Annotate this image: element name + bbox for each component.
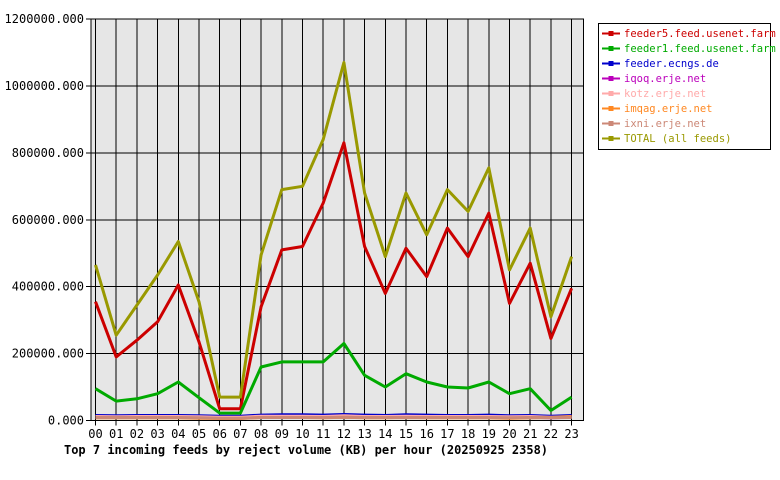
legend-point-marker xyxy=(608,61,614,66)
chart-title: Top 7 incoming feeds by reject volume (K… xyxy=(63,443,549,457)
legend-item: ixni.erje.net xyxy=(602,118,706,130)
legend-label: feeder1.feed.usenet.farm xyxy=(624,43,776,55)
y-tick-label: 200000.000 xyxy=(12,347,84,361)
legend-box xyxy=(598,23,771,150)
x-tick-label: 02 xyxy=(130,427,144,441)
x-tick-label: 16 xyxy=(419,427,433,441)
x-tick-label: 00 xyxy=(88,427,102,441)
legend-label: kotz.erje.net xyxy=(624,88,706,100)
x-tick-label: 01 xyxy=(109,427,123,441)
x-tick-label: 06 xyxy=(212,427,226,441)
x-tick-label: 09 xyxy=(275,427,289,441)
legend-point-marker xyxy=(608,106,614,111)
legend-item: TOTAL (all feeds) xyxy=(602,133,731,145)
legend-label: feeder.ecngs.de xyxy=(624,58,719,70)
legend-item: kotz.erje.net xyxy=(602,88,706,100)
legend-point-marker xyxy=(608,121,614,126)
x-tick-label: 19 xyxy=(482,427,496,441)
y-axis-labels: 0.000 200000.000 400000.000 600000.000 80000… xyxy=(5,12,84,428)
x-tick-label: 11 xyxy=(316,427,330,441)
series-line-ixni.erje.net xyxy=(95,415,572,420)
legend: feeder5.feed.usenet.farm feeder1.feed.use… xyxy=(598,23,776,150)
y-tick-label: 1000000.000 xyxy=(5,79,84,93)
x-tick-label: 20 xyxy=(502,427,516,441)
series-line-feeder1.feed.usenet.farm xyxy=(94,342,573,415)
y-tick-label: 1200000.000 xyxy=(5,12,84,26)
legend-point-marker xyxy=(608,136,614,141)
legend-label: imqag.erje.net xyxy=(624,103,713,115)
legend-item: feeder1.feed.usenet.farm xyxy=(602,43,776,55)
series-line-feeder5.feed.usenet.farm xyxy=(94,141,573,411)
x-tick-label: 22 xyxy=(544,427,558,441)
x-tick-label: 15 xyxy=(399,427,413,441)
x-tick-label: 23 xyxy=(564,427,578,441)
x-tick-label: 21 xyxy=(523,427,537,441)
legend-point-marker xyxy=(608,31,614,36)
legend-point-marker xyxy=(608,91,614,96)
legend-label: TOTAL (all feeds) xyxy=(624,133,731,145)
y-tick-label: 600000.000 xyxy=(12,213,84,227)
x-tick-label: 14 xyxy=(378,427,392,441)
legend-point-marker xyxy=(608,76,614,81)
x-tick-label: 17 xyxy=(440,427,454,441)
x-tick-label: 04 xyxy=(171,427,185,441)
x-tick-label: 08 xyxy=(254,427,268,441)
y-tick-label: 0.000 xyxy=(48,414,84,428)
x-tick-label: 13 xyxy=(357,427,371,441)
y-tick-label: 400000.000 xyxy=(12,280,84,294)
x-tick-label: 18 xyxy=(461,427,475,441)
legend-label: feeder5.feed.usenet.farm xyxy=(624,28,776,40)
x-tick-label: 05 xyxy=(192,427,206,441)
legend-item: feeder.ecngs.de xyxy=(602,58,719,70)
legend-label: ixni.erje.net xyxy=(624,118,706,130)
y-tick-label: 800000.000 xyxy=(12,146,84,160)
legend-item: feeder5.feed.usenet.farm xyxy=(602,28,776,40)
series-line-TOTAL (all feeds) xyxy=(94,61,574,399)
legend-point-marker xyxy=(608,46,614,51)
axis-ticks xyxy=(86,18,573,426)
x-tick-label: 07 xyxy=(233,427,247,441)
x-axis-labels: 00 01 02 03 04 05 06 07 08 09 10 11 12 13 14 15 16 17 18 19… xyxy=(88,427,579,441)
legend-item: imqag.erje.net xyxy=(602,103,713,115)
legend-item: iqoq.erje.net xyxy=(602,73,706,85)
x-tick-label: 12 xyxy=(337,427,351,441)
legend-label: iqoq.erje.net xyxy=(624,73,706,85)
x-tick-label: 03 xyxy=(150,427,164,441)
gridlines xyxy=(91,18,584,421)
x-tick-label: 10 xyxy=(295,427,309,441)
